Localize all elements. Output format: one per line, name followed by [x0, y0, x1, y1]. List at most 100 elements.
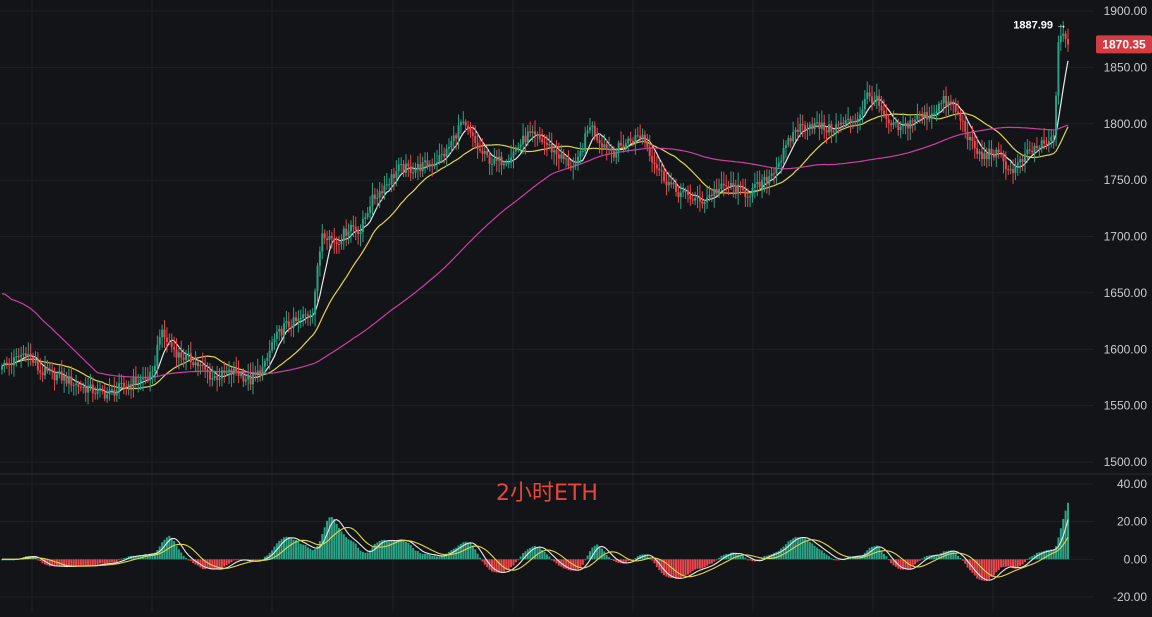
candle-body — [335, 241, 338, 244]
candle-body — [452, 135, 455, 142]
histogram-bar — [180, 552, 183, 560]
histogram-bar — [658, 559, 661, 571]
histogram-bar — [44, 559, 47, 565]
candle-body — [91, 384, 94, 394]
histogram-bar — [775, 551, 778, 560]
histogram-bar — [550, 559, 553, 561]
histogram-bar — [1019, 559, 1022, 566]
candle-body — [8, 363, 11, 365]
candle-body — [586, 130, 589, 134]
histogram-bar — [299, 543, 302, 560]
histogram-bar — [694, 559, 697, 570]
candle-body — [438, 154, 441, 163]
histogram-bar — [225, 559, 228, 566]
candle-body — [436, 162, 439, 164]
candle-body — [682, 190, 685, 193]
candle-body — [565, 158, 568, 160]
candle-body — [385, 184, 388, 186]
candle-body — [3, 362, 6, 367]
candle-body — [706, 197, 709, 202]
candle-body — [101, 388, 104, 392]
histogram-bar — [904, 559, 907, 570]
candle-body — [177, 352, 180, 358]
candle-body — [464, 121, 467, 126]
histogram-bar — [808, 541, 811, 560]
histogram-bar — [737, 554, 740, 560]
candle-body — [22, 353, 25, 355]
candle-body — [467, 125, 470, 129]
candle-body — [942, 95, 945, 104]
histogram-bar — [359, 550, 362, 560]
histogram-bar — [345, 537, 348, 560]
candle-body — [799, 123, 802, 133]
candle-body — [299, 318, 302, 320]
candle-body — [82, 386, 85, 388]
candle-body — [925, 112, 928, 120]
candle-body — [287, 321, 290, 327]
histogram-bar — [816, 547, 819, 560]
candle-body — [240, 373, 243, 376]
histogram-bar — [1012, 559, 1015, 569]
histogram-bar — [830, 558, 833, 560]
candle-body — [973, 140, 976, 149]
histogram-bar — [447, 551, 450, 560]
candle-body — [746, 196, 749, 198]
histogram-bar — [1040, 551, 1043, 560]
histogram-bar — [440, 555, 443, 560]
histogram-bar — [992, 559, 995, 576]
candle-body — [827, 123, 830, 133]
candle-body — [557, 154, 560, 159]
histogram-bar — [921, 558, 924, 560]
histogram-bar — [916, 559, 919, 563]
histogram-bar — [1021, 559, 1024, 565]
histogram-bar — [261, 559, 264, 561]
candle-body — [701, 201, 704, 204]
candle-body — [1028, 149, 1031, 151]
histogram-bar — [412, 548, 415, 560]
candle-body — [416, 163, 419, 170]
candle-body — [249, 375, 252, 385]
histogram-bar — [715, 559, 718, 561]
candle-body — [1023, 153, 1026, 163]
histogram-bar — [1038, 552, 1041, 560]
candle-body — [906, 122, 909, 129]
histogram-bar — [433, 555, 436, 560]
indicator-histogram — [1, 502, 1069, 582]
histogram-bar — [878, 547, 881, 560]
candle-body — [631, 140, 634, 143]
histogram-bar — [610, 558, 613, 560]
candle-body — [749, 196, 752, 198]
candle-body — [801, 123, 804, 126]
histogram-bar — [663, 559, 666, 576]
histogram-bar — [498, 559, 501, 573]
histogram-bar — [964, 559, 967, 564]
candle-body — [971, 137, 974, 141]
histogram-bar — [1045, 550, 1048, 560]
candle-body — [911, 120, 914, 122]
candle-body — [146, 378, 149, 381]
candle-body — [125, 386, 128, 388]
histogram-bar — [175, 546, 178, 560]
histogram-bar — [483, 559, 486, 565]
histogram-bar — [321, 534, 324, 560]
candle-body — [498, 156, 501, 161]
candle-body — [421, 162, 424, 172]
histogram-bar — [335, 523, 338, 560]
candle-body — [839, 122, 842, 125]
candle-body — [483, 151, 486, 154]
candle-body — [27, 353, 30, 357]
histogram-bar — [957, 555, 960, 560]
candle-body — [861, 109, 864, 115]
histogram-bar — [548, 556, 551, 560]
histogram-bar — [220, 559, 223, 569]
candle-body — [479, 148, 482, 151]
histogram-bar — [543, 551, 546, 560]
histogram-bar — [263, 556, 266, 560]
candle-body — [285, 321, 288, 324]
candle-body — [689, 195, 692, 200]
histogram-bar — [481, 559, 484, 562]
candle-body — [916, 114, 919, 120]
candle-body — [34, 361, 37, 363]
candle-body — [854, 121, 857, 123]
histogram-bar — [283, 537, 286, 560]
